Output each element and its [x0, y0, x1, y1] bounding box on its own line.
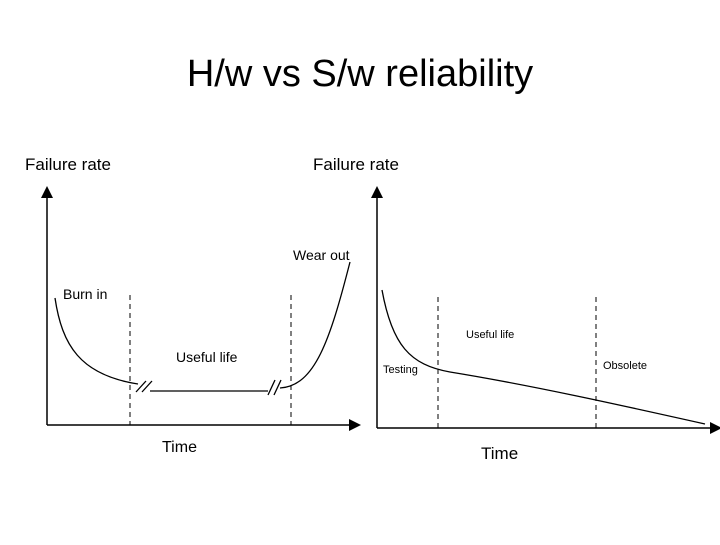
x-axis-label: Time	[481, 444, 518, 463]
software-diagram: Failure rate Time Testing Useful life Ob…	[313, 155, 720, 463]
break-mark	[135, 379, 282, 396]
y-axis-label: Failure rate	[313, 155, 399, 174]
region-label: Burn in	[63, 286, 107, 302]
curve	[381, 289, 706, 425]
x-axis-label: Time	[162, 439, 197, 456]
curve	[279, 261, 351, 389]
region-label: Wear out	[293, 247, 350, 263]
region-label: Obsolete	[603, 360, 647, 372]
y-axis-label: Failure rate	[25, 155, 111, 174]
hardware-diagram: Failure rate Time Burn in Useful life We…	[25, 155, 361, 456]
region-label: Testing	[383, 364, 418, 376]
slide-title: H/w vs S/w reliability	[187, 53, 533, 95]
region-label: Useful life	[466, 329, 514, 341]
region-label: Useful life	[176, 349, 238, 365]
curve	[54, 297, 139, 385]
